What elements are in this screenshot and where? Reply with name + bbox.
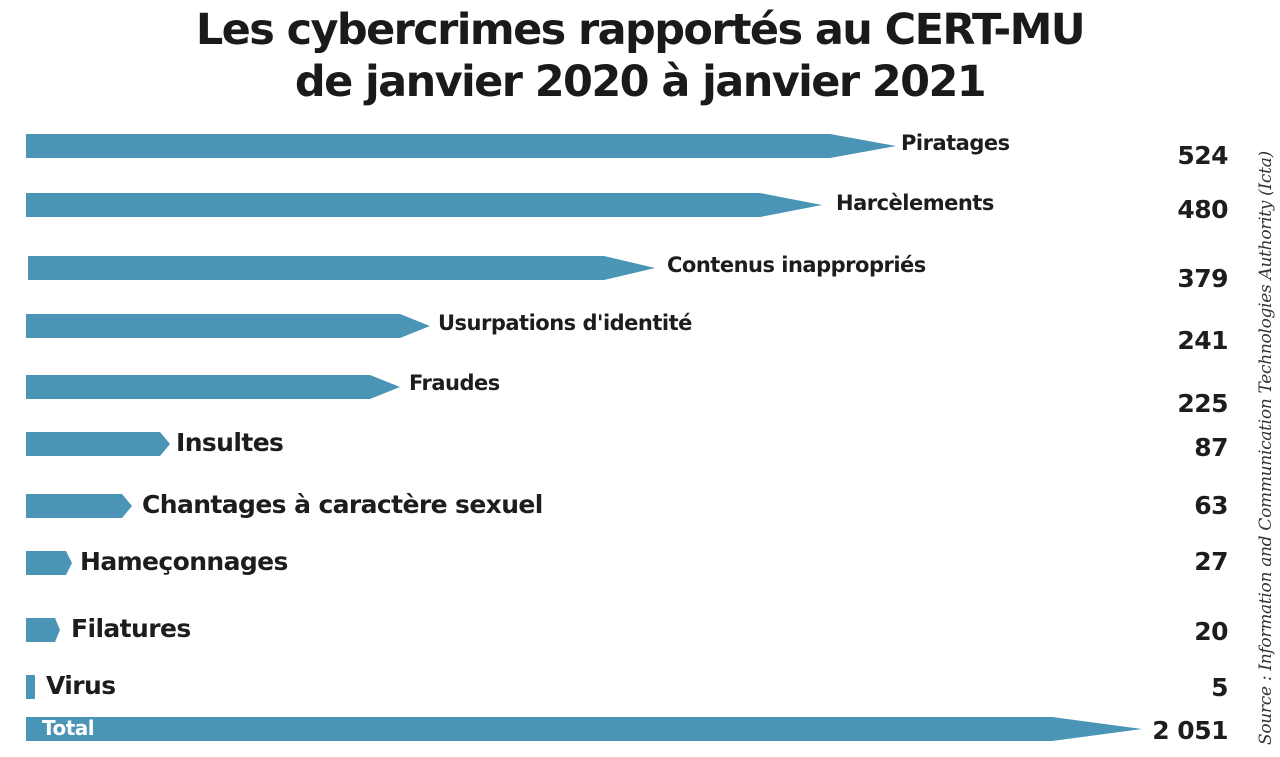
label-piratages: Piratages: [901, 131, 1010, 155]
value-insultes: 87: [1194, 433, 1228, 462]
label-fraudes: Fraudes: [409, 371, 500, 395]
label-contenus-inappropries: Contenus inappropriés: [667, 253, 926, 277]
label-hameconnages: Hameçonnages: [80, 547, 288, 576]
value-hameconnages: 27: [1194, 547, 1228, 576]
value-fraudes: 225: [1177, 389, 1228, 418]
label-filatures: Filatures: [71, 614, 191, 643]
bar-chantages-sexuel: [26, 494, 134, 518]
value-usurpations-identite: 241: [1177, 326, 1228, 355]
value-harcelements: 480: [1177, 195, 1228, 224]
value-piratages: 524: [1177, 141, 1228, 170]
label-insultes: Insultes: [176, 428, 284, 457]
value-contenus-inappropries: 379: [1177, 264, 1228, 293]
value-filatures: 20: [1194, 617, 1228, 646]
value-chantages-sexuel: 63: [1194, 491, 1228, 520]
bar-insultes: [26, 432, 172, 456]
bar-harcelements: [26, 193, 826, 217]
source-note: Source : Information and Communication T…: [1256, 151, 1276, 745]
bar-virus: [26, 675, 36, 699]
bar-hameconnages: [26, 551, 74, 575]
bar-contenus-inappropries: [28, 256, 658, 280]
label-harcelements: Harcèlements: [836, 191, 994, 215]
label-total: Total: [42, 716, 95, 740]
bar-piratages: [26, 134, 898, 158]
label-virus: Virus: [46, 671, 116, 700]
chart-title-line2: de janvier 2020 à janvier 2021: [294, 57, 987, 107]
chart-title-line1: Les cybercrimes rapportés au CERT-MU: [195, 5, 1086, 55]
value-virus: 5: [1211, 673, 1228, 702]
label-chantages-sexuel: Chantages à caractère sexuel: [142, 490, 543, 519]
bar-fraudes: [26, 375, 402, 399]
chart-title: Les cybercrimes rapportés au CERT-MU de …: [140, 4, 1140, 108]
value-total: 2 051: [1152, 716, 1228, 745]
label-usurpations-identite: Usurpations d'identité: [438, 311, 692, 335]
bar-total: [26, 717, 1144, 741]
bar-filatures: [26, 618, 62, 642]
bar-usurpations-identite: [26, 314, 432, 338]
